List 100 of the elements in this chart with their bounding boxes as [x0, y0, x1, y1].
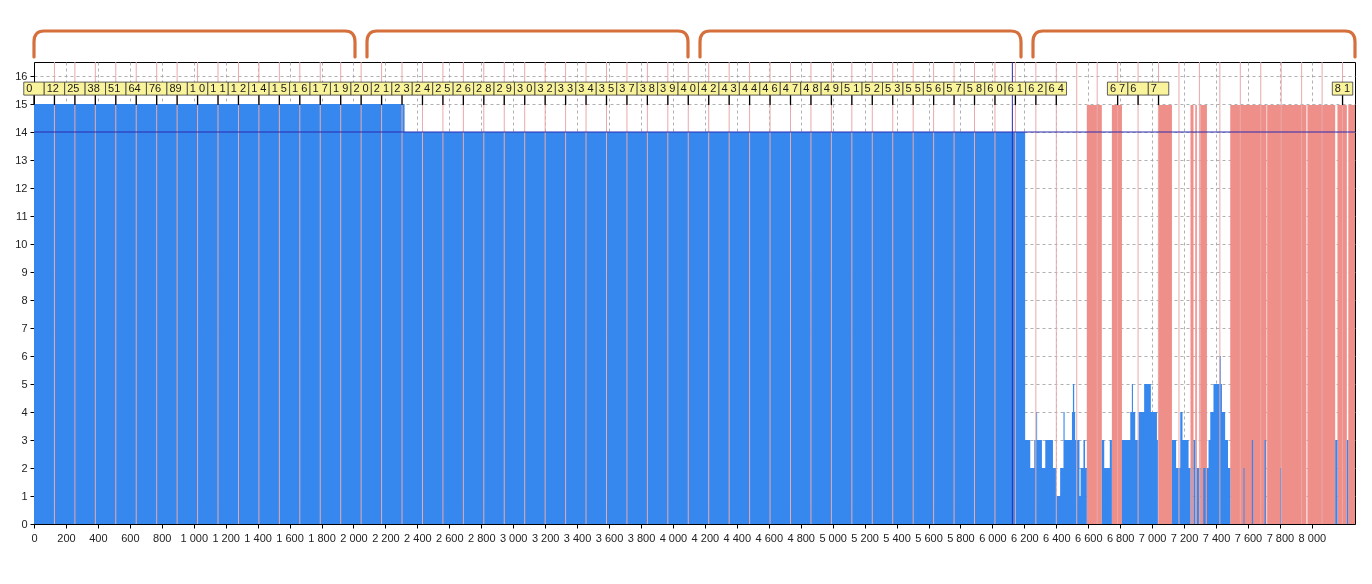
- annotation: 1 6: [292, 82, 308, 95]
- y-tick-label: 14: [15, 125, 28, 138]
- x-tick-label: 4 000: [659, 531, 688, 544]
- x-tick-label: 4 600: [755, 531, 784, 544]
- x-tick-label: 600: [121, 531, 140, 544]
- x-tick-label: 3 800: [627, 531, 656, 544]
- y-tick-label: 0: [21, 517, 28, 530]
- annotation: 4 9: [823, 82, 839, 95]
- y-tick-label: 15: [15, 97, 28, 110]
- annotation: 12: [46, 82, 59, 95]
- annotation: 2 5: [435, 82, 451, 95]
- x-tick-label: 5 000: [819, 531, 847, 544]
- x-tick-label: 3 600: [595, 531, 624, 544]
- x-tick-label: 2 000: [340, 531, 368, 544]
- annotation: 4 0: [680, 82, 696, 95]
- x-tick-label: 6 000: [979, 531, 1007, 544]
- annotation: 1 4: [251, 82, 267, 95]
- annotation: 1 5: [271, 82, 287, 95]
- y-tick-label: 16: [15, 69, 28, 82]
- annotation: 5 5: [905, 82, 921, 95]
- x-tick-label: 1 400: [244, 531, 272, 544]
- annotation: 2 1: [373, 82, 390, 95]
- x-tick-label: 6 800: [1106, 531, 1135, 544]
- x-tick-label: 7 600: [1234, 531, 1263, 544]
- annotation: 4 3: [721, 82, 737, 95]
- annotation: 3 2: [537, 82, 553, 95]
- y-tick-label: 3: [21, 433, 28, 446]
- annotation: 4 7: [782, 82, 799, 95]
- x-tick-label: 200: [57, 531, 76, 544]
- annotation: 2 6: [455, 82, 471, 95]
- y-tick-label: 2: [21, 461, 28, 474]
- x-tick-label: 1 600: [276, 531, 304, 544]
- x-tick-label: 3 400: [563, 531, 592, 544]
- annotation: 6: [1130, 82, 1137, 95]
- x-tick-label: 2 800: [467, 531, 496, 544]
- annotation: 3 9: [660, 82, 676, 95]
- y-tick-label: 13: [15, 153, 28, 166]
- annotation: 3 3: [557, 82, 574, 95]
- y-tick-label: 11: [16, 209, 28, 222]
- x-tick-label: 5 600: [915, 531, 943, 544]
- annotation: 2 4: [414, 82, 431, 95]
- x-tick-label: 6 600: [1074, 531, 1103, 544]
- annotation: 4 8: [803, 82, 819, 95]
- x-tick-label: 5 800: [947, 531, 975, 544]
- x-tick-label: 1 000: [180, 531, 208, 544]
- annotation: 38: [87, 82, 100, 95]
- x-tick-label: 4 800: [787, 531, 815, 544]
- annotation: 5 8: [966, 82, 983, 95]
- y-tick-label: 6: [21, 349, 28, 362]
- annotation: 6 4: [1048, 82, 1064, 95]
- x-tick-label: 5 200: [851, 531, 879, 544]
- x-tick-label: 800: [153, 531, 172, 544]
- x-tick-label: 6 400: [1043, 531, 1071, 544]
- y-tick-label: 4: [21, 405, 28, 418]
- annotation: 4 4: [741, 82, 758, 95]
- annotation: 6 7: [1109, 82, 1126, 95]
- annotation: 4 2: [700, 82, 717, 95]
- annotation: 1 9: [332, 82, 349, 95]
- annotation: 1 7: [312, 82, 328, 95]
- x-tick-label: 2 400: [404, 531, 432, 544]
- x-tick-label: 2 200: [372, 531, 400, 544]
- annotation: 64: [128, 82, 141, 95]
- annotation: 1 2: [230, 82, 247, 95]
- annotation: 2 0: [353, 82, 369, 95]
- annotation: 3 4: [578, 82, 594, 95]
- annotation: 5 7: [946, 82, 962, 95]
- annotation: 25: [67, 82, 80, 95]
- y-tick-label: 10: [15, 237, 28, 250]
- annotation: 5 1: [844, 82, 860, 95]
- y-tick-label: 5: [21, 377, 28, 390]
- annotation: 5 6: [925, 82, 942, 95]
- x-tick-label: 400: [89, 531, 108, 544]
- x-tick-label: 4 200: [691, 531, 720, 544]
- annotation: 6 2: [1028, 82, 1044, 95]
- annotation: 2 3: [394, 82, 410, 95]
- x-tick-label: 2 600: [436, 531, 464, 544]
- annotation: 2 9: [496, 82, 512, 95]
- x-tick-label: 6 200: [1011, 531, 1039, 544]
- x-tick-label: 3 000: [499, 531, 528, 544]
- x-tick-label: 1 800: [308, 531, 336, 544]
- annotation: 3 7: [619, 82, 635, 95]
- x-tick-label: 7 200: [1170, 531, 1199, 544]
- annotation: 6 0: [987, 82, 1003, 95]
- y-tick-label: 9: [21, 265, 28, 278]
- annotation: 5 2: [864, 82, 880, 95]
- x-tick-label: 7 000: [1138, 531, 1167, 544]
- annotation: 6 1: [1007, 82, 1023, 95]
- annotation: 5 3: [885, 82, 901, 95]
- annotation: 3 8: [639, 82, 655, 95]
- x-tick-label: 0: [31, 531, 38, 544]
- y-tick-label: 7: [21, 321, 28, 334]
- annotation: 3 0: [516, 82, 533, 95]
- annotation: 7: [1150, 82, 1157, 95]
- x-tick-label: 3 200: [531, 531, 560, 544]
- x-tick-label: 4 400: [723, 531, 752, 544]
- x-tick-label: 8 000: [1298, 531, 1327, 544]
- annotation: 4 6: [762, 82, 778, 95]
- annotation: 89: [169, 82, 182, 95]
- annotation: 51: [108, 82, 121, 95]
- x-tick-label: 5 400: [883, 531, 911, 544]
